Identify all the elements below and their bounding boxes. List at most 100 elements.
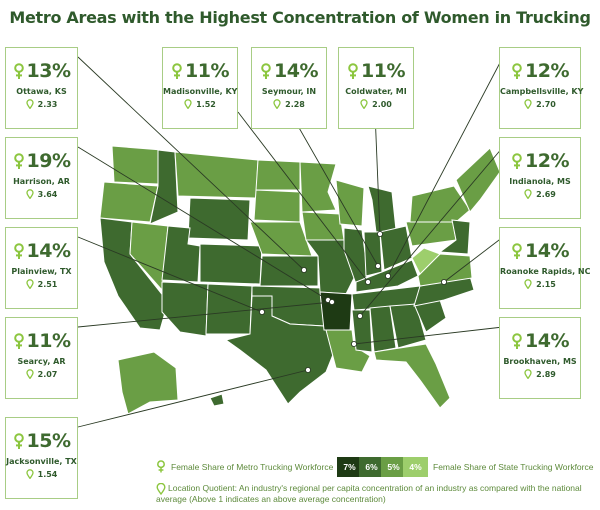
metro-pct-row: 11% xyxy=(6,328,77,354)
state-montana xyxy=(174,151,259,199)
metro-city-name: Searcy, AR xyxy=(17,357,66,366)
state-wyoming xyxy=(187,197,251,241)
city-dot-jacksonville xyxy=(304,366,312,374)
metro-lq-row: 2.07 xyxy=(6,369,77,379)
metro-card-plainview: 14% Plainview, TX 2.51 xyxy=(5,227,78,309)
legend-lq-line-1: Location Quotient: An industry's regiona… xyxy=(168,483,582,493)
metro-lq-row: 2.69 xyxy=(500,189,580,199)
state-north-dakota xyxy=(255,159,301,191)
metro-card-madisonville: 11% Madisonville, KY 1.52 xyxy=(162,47,238,129)
state-new-mexico xyxy=(205,283,253,335)
metro-location-quotient: 2.00 xyxy=(372,99,392,109)
city-dot-coldwater xyxy=(376,230,384,238)
state-minnesota xyxy=(299,161,337,213)
leader-indianola xyxy=(359,146,504,317)
female-symbol-icon xyxy=(512,242,522,259)
metro-card-roanoke: 14% Roanoke Rapids, NC 2.15 xyxy=(499,227,590,309)
legend-swatch-7: 7% xyxy=(337,457,362,477)
location-pin-icon xyxy=(156,483,166,495)
female-symbol-icon xyxy=(13,62,24,79)
metro-pct-row: 13% xyxy=(6,58,77,84)
metro-city-name: Indianola, MS xyxy=(509,177,571,186)
city-dot-brookhaven xyxy=(350,340,358,348)
metro-location-quotient: 2.69 xyxy=(536,189,556,199)
legend-lq-row: Location Quotient: An industry's regiona… xyxy=(156,483,596,505)
location-pin-icon xyxy=(25,369,34,379)
metro-lq-row: 2.70 xyxy=(500,99,580,109)
metro-lq-row: 2.89 xyxy=(500,369,580,379)
female-symbol-icon xyxy=(512,332,522,349)
metro-pct-row: 11% xyxy=(163,58,237,84)
metro-card-harrison: 19% Harrison, AR 3.64 xyxy=(5,137,78,219)
legend-metro-row: Female Share of Metro Trucking Workforce xyxy=(156,460,333,473)
leader-campbellsville xyxy=(387,56,504,277)
city-dot-roanoke xyxy=(440,278,448,286)
location-pin-icon xyxy=(273,99,281,109)
metro-city-name: Coldwater, MI xyxy=(345,87,407,96)
leader-coldwater xyxy=(374,111,381,235)
metro-female-share: 14% xyxy=(525,330,569,352)
metro-pct-row: 14% xyxy=(500,238,580,264)
metro-female-share: 12% xyxy=(525,150,569,172)
metro-pct-row: 19% xyxy=(6,148,77,174)
location-pin-icon xyxy=(25,99,34,109)
state-west-virginia xyxy=(411,247,441,275)
city-dot-campbellsville xyxy=(384,272,392,280)
metro-pct-row: 14% xyxy=(6,238,77,264)
state-oregon xyxy=(99,181,159,223)
leader-seymour xyxy=(289,111,379,267)
state-new-york xyxy=(409,185,471,223)
metro-city-name: Brookhaven, MS xyxy=(503,357,577,366)
metro-female-share: 14% xyxy=(26,240,71,262)
state-colorado xyxy=(199,243,263,285)
chart-title: Metro Areas with the Highest Concentrati… xyxy=(9,8,591,27)
metro-female-share: 14% xyxy=(525,240,569,262)
metro-card-jacksonville: 15% Jacksonville, TX 1.54 xyxy=(5,417,78,499)
metro-pct-row: 11% xyxy=(339,58,413,84)
female-symbol-icon xyxy=(348,62,358,79)
metro-city-name: Madisonville, KY xyxy=(163,87,238,96)
metro-female-share: 12% xyxy=(525,60,569,82)
state-wisconsin xyxy=(335,179,365,227)
metro-female-share: 11% xyxy=(185,60,229,82)
state-regions xyxy=(99,145,501,415)
location-pin-icon xyxy=(524,189,532,199)
metro-pct-row: 14% xyxy=(500,328,580,354)
metro-city-name: Harrison, AR xyxy=(13,177,70,186)
metro-location-quotient: 2.15 xyxy=(536,279,556,289)
legend-lq-line-2: average (Above 1 indicates an above aver… xyxy=(156,494,386,504)
legend-metro-label: Female Share of Metro Trucking Workforce xyxy=(171,461,334,472)
metro-card-ottawa: 13% Ottawa, KS 2.33 xyxy=(5,47,78,129)
metro-card-seymour: 14% Seymour, IN 2.28 xyxy=(251,47,327,129)
metro-pct-row: 12% xyxy=(500,148,580,174)
leader-jacksonville xyxy=(77,369,309,428)
leader-brookhaven xyxy=(353,326,504,345)
location-pin-icon xyxy=(25,469,34,479)
metro-location-quotient: 2.28 xyxy=(285,99,305,109)
metro-city-name: Seymour, IN xyxy=(261,87,317,96)
state-michigan xyxy=(367,185,397,233)
legend-swatch-6: 6% xyxy=(359,457,384,477)
metro-female-share: 13% xyxy=(26,60,71,82)
city-dot-searcy xyxy=(328,298,336,306)
female-symbol-icon xyxy=(157,460,165,473)
metro-location-quotient: 2.70 xyxy=(536,99,556,109)
state-iowa xyxy=(301,211,345,241)
metro-location-quotient: 2.07 xyxy=(37,369,58,379)
city-dot-seymour xyxy=(374,262,382,270)
leader-harrison xyxy=(77,146,329,301)
legend-swatch-4: 4% xyxy=(403,457,428,477)
city-dot-indianola xyxy=(356,312,364,320)
state-alabama xyxy=(369,305,397,353)
metro-lq-row: 1.54 xyxy=(6,469,77,479)
state-hawaii xyxy=(209,393,225,407)
metro-female-share: 11% xyxy=(26,330,71,352)
female-symbol-icon xyxy=(13,152,24,169)
metro-card-campbellsville: 12% Campbellsville, KY 2.70 xyxy=(499,47,583,129)
metro-city-name: Ottawa, KS xyxy=(16,87,67,96)
location-pin-icon xyxy=(524,369,532,379)
metro-card-indianola: 12% Indianola, MS 2.69 xyxy=(499,137,581,219)
metro-female-share: 11% xyxy=(361,60,405,82)
location-pin-icon xyxy=(25,189,34,199)
